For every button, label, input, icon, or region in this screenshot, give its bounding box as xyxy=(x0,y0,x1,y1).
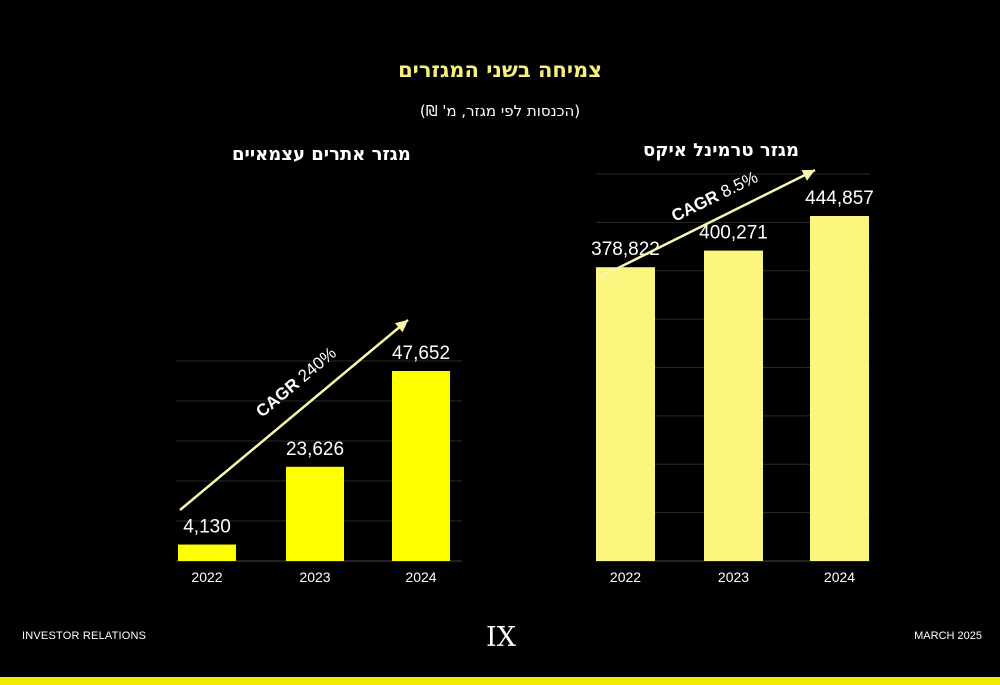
bottom-accent-bar xyxy=(0,677,1000,685)
bar-2022 xyxy=(596,267,655,561)
trend-arrow-line xyxy=(179,319,409,511)
company-logo: IX xyxy=(486,622,516,653)
chart-title-terminal-x: מגזר טרמינל איקס xyxy=(643,140,799,161)
footer-date: MARCH 2025 xyxy=(914,630,982,642)
x-tick-label: 2023 xyxy=(718,569,749,585)
trend-arrow-head xyxy=(394,320,408,333)
data-label: 4,130 xyxy=(183,517,231,538)
bar-2023 xyxy=(704,250,763,561)
data-label: 378,822 xyxy=(591,239,660,260)
x-tick-label: 2022 xyxy=(191,569,222,585)
page-title: צמיחה בשני המגזרים xyxy=(398,58,602,82)
bar-2024 xyxy=(392,371,450,561)
x-tick-label: 2023 xyxy=(299,569,330,585)
data-label: 400,271 xyxy=(699,223,768,244)
cagr-annotation: CAGR 8.5% xyxy=(668,168,760,226)
page-subtitle: (הכנסות לפי מגזר, מ' ₪) xyxy=(419,102,581,120)
data-label: 47,652 xyxy=(392,343,450,364)
footer-investor-relations: INVESTOR RELATIONS xyxy=(22,630,147,642)
x-tick-label: 2024 xyxy=(824,569,855,585)
x-tick-label: 2024 xyxy=(405,569,436,585)
x-tick-label: 2022 xyxy=(610,569,641,585)
chart-title-standalone-sites: מגזר אתרים עצמאיים xyxy=(232,144,411,165)
bar-2024 xyxy=(810,216,869,561)
trend-arrow-head xyxy=(801,169,815,181)
bar-2023 xyxy=(286,466,344,561)
data-label: 23,626 xyxy=(286,439,344,460)
bar-2022 xyxy=(178,544,236,561)
data-label: 444,857 xyxy=(805,188,874,209)
trend-arrow-line xyxy=(597,168,816,280)
